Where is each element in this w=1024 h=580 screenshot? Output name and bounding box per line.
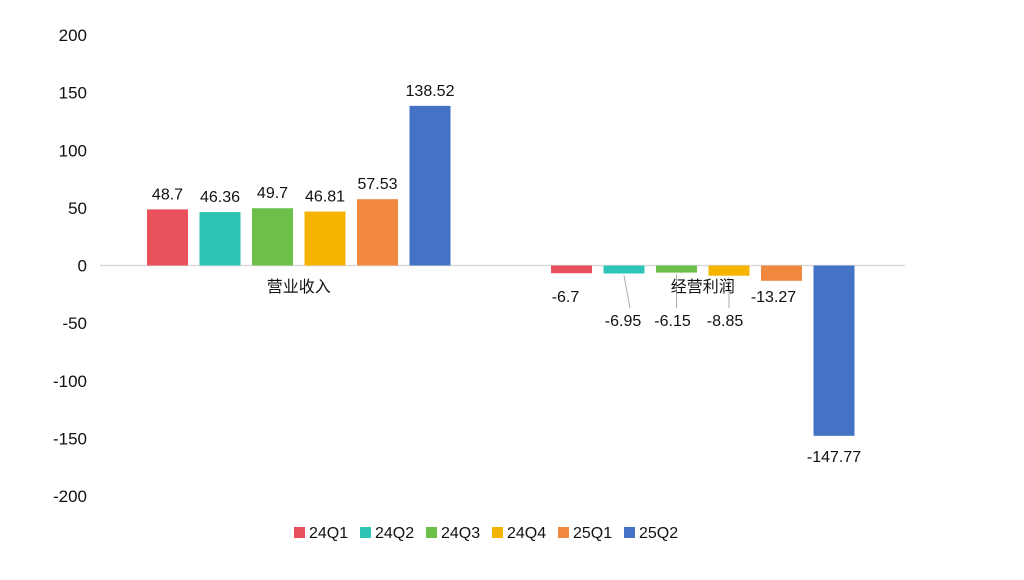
- bar-24Q3-revenue: [252, 208, 293, 266]
- y-tick-label: -150: [53, 429, 87, 448]
- bar-24Q1-operating-profit: [551, 265, 592, 274]
- data-label: 46.36: [200, 189, 240, 206]
- legend-swatch: [624, 527, 635, 538]
- legend-label: 24Q4: [507, 525, 546, 542]
- bar-25Q1-operating-profit: [761, 265, 802, 281]
- bar-25Q2-operating-profit: [813, 265, 855, 436]
- data-label: -147.77: [807, 449, 861, 466]
- legend-item: 24Q3: [426, 525, 480, 542]
- data-label: -6.15: [654, 313, 691, 330]
- legend-swatch: [360, 527, 371, 538]
- y-tick-label: 150: [59, 84, 87, 103]
- data-label: 57.53: [357, 176, 397, 193]
- data-label: 49.7: [257, 185, 288, 202]
- bars: [147, 105, 855, 436]
- data-labels: 48.7 46.36 49.7 46.81 57.53 138.52 -6.7 -6.95 -6…: [152, 83, 861, 466]
- bar-25Q2-revenue: [409, 105, 451, 266]
- legend-item: 24Q2: [360, 525, 414, 542]
- legend-label: 24Q2: [375, 525, 414, 542]
- legend-swatch: [558, 527, 569, 538]
- legend-swatch: [426, 527, 437, 538]
- legend: 24Q1 24Q2 24Q3 24Q4 25Q1 25Q2: [294, 525, 678, 542]
- legend-label: 24Q1: [309, 525, 348, 542]
- bar-24Q4-operating-profit: [708, 265, 750, 276]
- legend-label: 25Q2: [639, 525, 678, 542]
- legend-swatch: [294, 527, 305, 538]
- data-label: -6.95: [605, 313, 642, 330]
- y-tick-label: -200: [53, 487, 87, 506]
- bar-25Q1-revenue: [357, 199, 398, 266]
- y-tick-label: 0: [78, 257, 87, 276]
- y-tick-label: -50: [62, 314, 87, 333]
- category-label: 营业收入: [267, 277, 331, 296]
- legend-item: 25Q1: [558, 525, 612, 542]
- bar-24Q2-revenue: [199, 212, 241, 266]
- legend-swatch: [492, 527, 503, 538]
- bar-24Q3-operating-profit: [656, 265, 697, 273]
- bar-24Q2-operating-profit: [603, 265, 645, 274]
- leader-line: [623, 275, 631, 309]
- data-label: -6.7: [552, 289, 580, 306]
- data-label: -13.27: [751, 289, 796, 306]
- legend-item: 25Q2: [624, 525, 678, 542]
- y-tick-label: 100: [59, 141, 87, 160]
- bar-24Q4-revenue: [304, 211, 346, 266]
- legend-item: 24Q4: [492, 525, 546, 542]
- legend-label: 24Q3: [441, 525, 480, 542]
- category-label: 经营利润: [671, 277, 735, 296]
- category-labels: 营业收入 经营利润: [267, 277, 735, 296]
- legend-label: 25Q1: [573, 525, 612, 542]
- y-tick-label: 200: [59, 26, 87, 45]
- legend-item: 24Q1: [294, 525, 348, 542]
- y-tick-label: 50: [68, 199, 87, 218]
- data-label: 138.52: [406, 83, 455, 100]
- data-label: 46.81: [305, 189, 345, 206]
- data-label: 48.7: [152, 186, 183, 203]
- y-tick-label: -100: [53, 372, 87, 391]
- bar-24Q1-revenue: [147, 209, 188, 266]
- data-label: -8.85: [707, 313, 744, 330]
